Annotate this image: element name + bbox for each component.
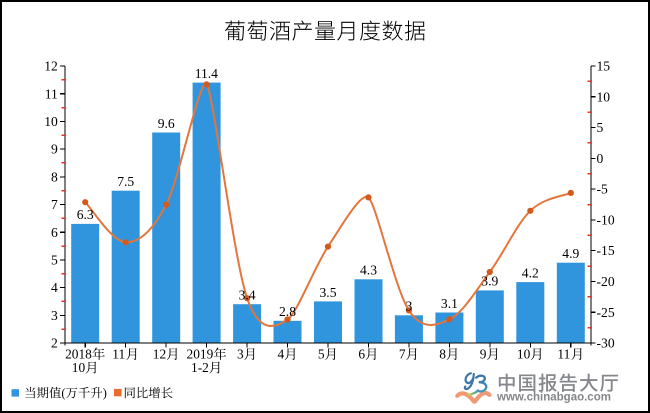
svg-text:-20: -20 <box>597 274 615 289</box>
svg-text:12: 12 <box>44 59 58 74</box>
svg-text:11.4: 11.4 <box>195 66 218 81</box>
svg-text:9.6: 9.6 <box>158 116 175 131</box>
svg-text:3.5: 3.5 <box>320 285 337 300</box>
svg-text:11: 11 <box>112 346 125 361</box>
svg-text:5: 5 <box>318 346 325 361</box>
svg-text:12: 12 <box>153 346 166 361</box>
svg-text:3.9: 3.9 <box>481 274 498 289</box>
svg-text:10: 10 <box>72 360 86 375</box>
svg-text:0: 0 <box>597 151 604 166</box>
svg-text:8: 8 <box>439 346 446 361</box>
svg-text:4: 4 <box>51 280 58 295</box>
svg-text:2: 2 <box>51 336 58 351</box>
svg-text:3.1: 3.1 <box>441 296 458 311</box>
svg-text:(: ( <box>61 386 65 400</box>
svg-text:-5: -5 <box>597 182 609 197</box>
svg-text:4.9: 4.9 <box>562 246 579 261</box>
svg-text:7.5: 7.5 <box>117 174 134 189</box>
svg-text:10: 10 <box>597 89 611 104</box>
svg-text:7: 7 <box>399 346 406 361</box>
svg-text:2.8: 2.8 <box>279 304 296 319</box>
svg-text:10: 10 <box>44 114 58 129</box>
svg-text:): ) <box>103 386 107 400</box>
svg-text:-15: -15 <box>597 243 615 258</box>
svg-text:11: 11 <box>45 86 58 101</box>
svg-text:-25: -25 <box>597 305 615 320</box>
svg-text:1-2: 1-2 <box>191 360 209 375</box>
svg-text:9: 9 <box>51 142 58 157</box>
svg-text:3: 3 <box>406 299 413 314</box>
svg-text:-10: -10 <box>597 212 615 227</box>
svg-text:6: 6 <box>358 346 365 361</box>
svg-text:6: 6 <box>51 225 58 240</box>
svg-text:4.2: 4.2 <box>522 265 539 280</box>
svg-text:8: 8 <box>51 169 58 184</box>
svg-text:10: 10 <box>517 346 531 361</box>
svg-text:2019: 2019 <box>187 346 214 361</box>
svg-text:3.4: 3.4 <box>239 288 256 303</box>
svg-text:6.3: 6.3 <box>77 207 94 222</box>
svg-text:9: 9 <box>480 346 487 361</box>
svg-text:2018: 2018 <box>65 346 92 361</box>
svg-text:3: 3 <box>51 308 58 323</box>
svg-text:7: 7 <box>51 197 58 212</box>
svg-text:3: 3 <box>237 346 244 361</box>
svg-text:5: 5 <box>597 120 604 135</box>
svg-text:11: 11 <box>557 346 570 361</box>
svg-text:-30: -30 <box>597 336 615 351</box>
svg-text:4.3: 4.3 <box>360 263 377 278</box>
svg-text:4: 4 <box>278 346 285 361</box>
svg-text:5: 5 <box>51 253 58 268</box>
svg-text:15: 15 <box>597 59 611 74</box>
svg-text:www.chinabgao.com: www.chinabgao.com <box>496 391 611 403</box>
